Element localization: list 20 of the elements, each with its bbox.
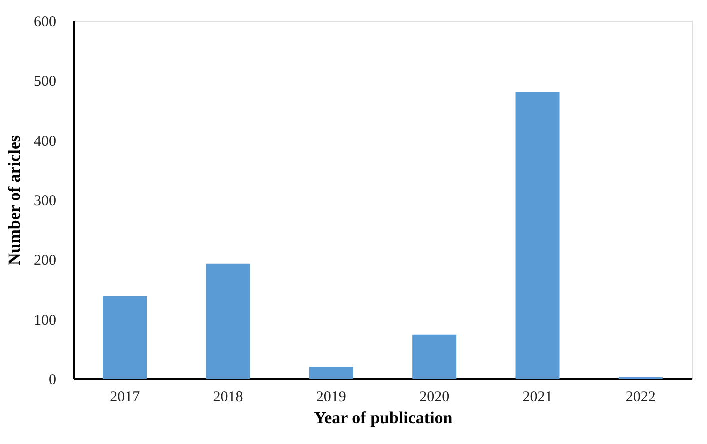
bar: [516, 92, 560, 379]
y-tick-label: 0: [49, 372, 56, 388]
bar: [103, 296, 148, 379]
x-tick-label: 2020: [420, 390, 450, 406]
x-tick-label: 2021: [522, 390, 553, 406]
y-tick-label: 400: [34, 134, 56, 150]
x-tick-label: 2019: [316, 390, 346, 406]
x-tick-label: 2017: [110, 390, 141, 406]
y-tick-label: 500: [34, 74, 56, 90]
y-tick-label: 200: [34, 253, 56, 270]
y-tick-label: 300: [34, 194, 56, 210]
x-axis-title: Year of publication: [314, 408, 454, 428]
y-axis-title: Number of aricles: [5, 135, 24, 266]
y-tick-label: 100: [34, 312, 56, 329]
y-tick-label: 600: [34, 14, 56, 30]
bar: [206, 264, 250, 379]
bar: [412, 334, 457, 379]
x-tick-label: 2018: [213, 390, 244, 406]
x-tick-label: 2022: [626, 390, 656, 406]
bar: [309, 367, 354, 379]
